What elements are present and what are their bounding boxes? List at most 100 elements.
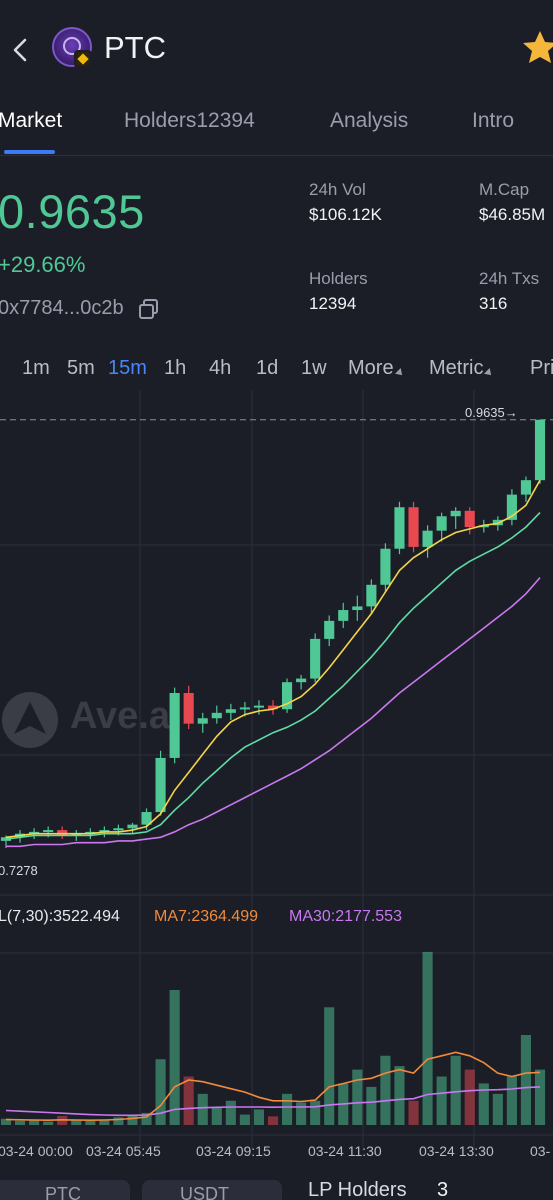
candle-body — [197, 718, 208, 724]
timeframe-15m[interactable]: 15m — [108, 357, 147, 379]
copy-icon[interactable] — [138, 298, 160, 320]
candle-body — [281, 682, 293, 710]
volume-bar — [534, 1069, 546, 1125]
chart-grid — [0, 390, 553, 1150]
more-caret-icon — [394, 368, 405, 378]
volume-bar — [478, 1083, 489, 1125]
tab-intro[interactable]: Intro — [472, 109, 515, 132]
x-tick-label: 03-24 05:45 — [86, 1143, 161, 1159]
volume-bar — [324, 1007, 335, 1125]
x-tick-label: 03-24 13:30 — [419, 1143, 494, 1159]
ave-logo-icon — [2, 692, 58, 748]
candle-body — [225, 709, 236, 713]
volume-bar — [450, 1055, 461, 1125]
volume-bar — [43, 1121, 54, 1125]
current-price: 0.9635 — [0, 185, 145, 238]
mcap-value: $46.85M — [479, 205, 546, 224]
ma-fast-line — [5, 479, 541, 839]
txs-value: 316 — [479, 294, 508, 313]
volume-bar — [366, 1086, 377, 1125]
tab-market[interactable]: Market — [0, 109, 63, 132]
x-tick-label: 03- — [530, 1143, 551, 1159]
ma30-indicator: MA30:2177.553 — [289, 908, 402, 925]
bottom-section: PTC USDT LP Holders 3 — [0, 1170, 553, 1200]
vol-label: 24h Vol — [309, 180, 366, 199]
volume-bar — [281, 1093, 293, 1125]
volume-bar — [436, 1076, 447, 1125]
vol-ma-fast-line — [5, 1051, 541, 1122]
active-tab-indicator — [4, 150, 55, 154]
x-tick-label: 03-24 09:15 — [196, 1143, 271, 1159]
holders-value: 12394 — [309, 294, 357, 313]
candle-body — [127, 824, 138, 829]
price-chart[interactable]: 0.9635→ 0.7278 — [0, 390, 553, 1170]
volume-bar — [155, 1059, 166, 1125]
back-arrow-icon[interactable] — [6, 34, 34, 66]
ma-lines — [5, 479, 541, 1122]
watermark: Ave.ai — [0, 690, 200, 750]
volume-bar — [239, 1114, 250, 1125]
tab-analysis[interactable]: Analysis — [330, 109, 409, 132]
tab-bar: Market Holders12394 Analysis Intro — [0, 100, 553, 156]
volume-bar — [422, 951, 433, 1125]
usdt-pill[interactable]: USDT — [142, 1180, 282, 1200]
candle-body — [239, 707, 250, 710]
volume-bar — [211, 1107, 222, 1125]
chain-badge-icon — [74, 50, 92, 68]
candle-body — [478, 525, 489, 528]
volume-bar — [520, 1035, 532, 1125]
timeframe-1d[interactable]: 1d — [256, 357, 279, 379]
volume-bar — [394, 1066, 405, 1125]
watermark-text: Ave.ai — [70, 695, 181, 737]
candle-body — [338, 610, 349, 621]
vol-value: $106.12K — [309, 205, 382, 224]
volume-bar — [183, 1076, 194, 1125]
volume-bar — [169, 990, 180, 1125]
volume-bar — [113, 1117, 124, 1125]
candle-body — [183, 693, 194, 724]
candle-body — [57, 830, 68, 836]
ma7-indicator: MA7:2364.499 — [154, 908, 259, 925]
candle-body — [534, 419, 546, 481]
lp-holders-count: 3 — [437, 1179, 449, 1200]
candle-body — [85, 831, 96, 834]
candle-body — [352, 606, 363, 611]
token-name: PTC — [104, 30, 166, 65]
ma-slow-line — [6, 577, 541, 848]
candle-body — [492, 519, 503, 526]
header: PTC — [0, 0, 553, 100]
mcap-label: M.Cap — [479, 180, 530, 199]
candle-body — [324, 620, 335, 639]
timeframe-1h[interactable]: 1h — [164, 357, 187, 379]
volume-bar — [267, 1116, 279, 1125]
volume-bar — [380, 1055, 391, 1125]
metric-dropdown[interactable]: Metric — [429, 357, 495, 380]
tab-holders[interactable]: Holders12394 — [124, 109, 255, 132]
volume-bar — [296, 1102, 307, 1125]
candle-body — [408, 507, 419, 547]
timeframe-1w[interactable]: 1w — [301, 357, 327, 379]
ptc-pill[interactable]: PTC — [0, 1180, 130, 1200]
timeframe-5m[interactable]: 5m — [67, 357, 95, 379]
volume-bar — [408, 1100, 419, 1125]
timeframe-1m[interactable]: 1m — [22, 357, 50, 379]
volume-bar — [141, 1112, 152, 1125]
candle-body — [211, 712, 222, 719]
metric-label: Metric — [429, 357, 484, 379]
candles — [0, 419, 546, 849]
vol-ma-slow-line — [5, 1086, 541, 1117]
timeframe-price[interactable]: Pri — [530, 357, 553, 379]
timeframe-4h[interactable]: 4h — [209, 357, 232, 379]
volume-bar — [85, 1120, 96, 1125]
volume-bar — [197, 1093, 208, 1125]
candle-body — [436, 516, 447, 531]
volume-bar — [225, 1100, 236, 1125]
contract-address: 0x7784...0c2b — [0, 297, 124, 319]
volume-bar — [29, 1119, 40, 1125]
candle-body — [422, 530, 433, 547]
candle-body — [450, 510, 461, 517]
candle-body — [267, 705, 279, 710]
timeframe-more[interactable]: More — [348, 357, 405, 380]
volume-bars — [0, 951, 546, 1125]
favorite-star-icon[interactable] — [520, 28, 553, 68]
